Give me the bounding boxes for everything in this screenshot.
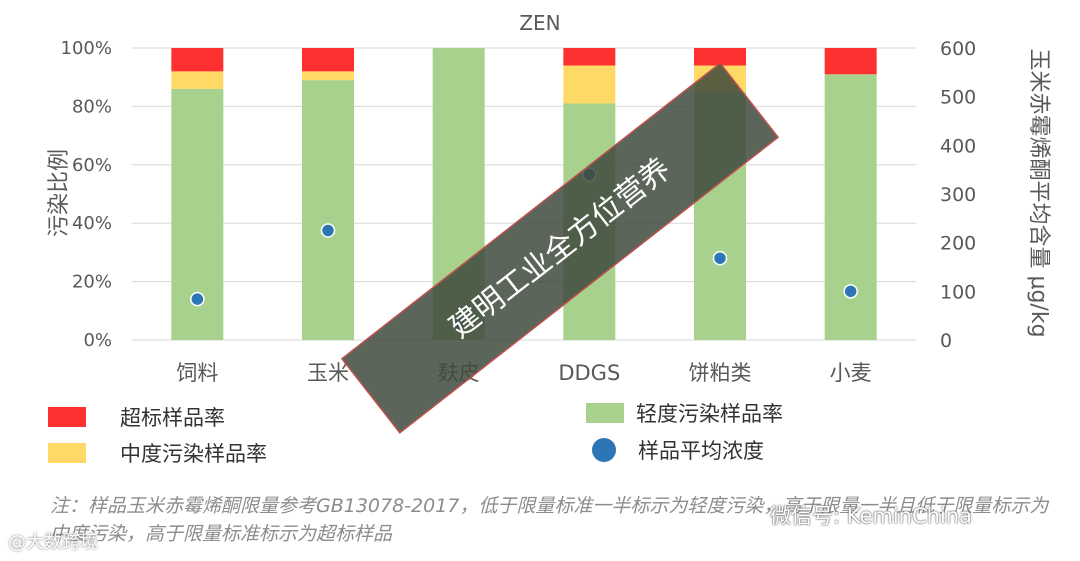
left-axis-ticks: 0% 20% 40% 60% 80% 100% [61, 38, 112, 351]
y2-tick-label: 400 [940, 135, 976, 157]
legend-medium: 中度污染样品率 [48, 438, 267, 468]
y2-tick-label: 300 [940, 184, 976, 206]
category-label: 饼粕类 [689, 361, 752, 385]
legend-avg: 样品平均浓度 [586, 435, 764, 465]
avg-point [190, 291, 205, 307]
bar-segment [302, 48, 354, 72]
bar-segment [563, 48, 616, 66]
bar-segment [171, 48, 224, 72]
category-label: 小麦 [830, 361, 872, 385]
bar-segment [302, 80, 354, 341]
chart-title: ZEN [519, 11, 560, 35]
legend-light: 轻度污染样品率 [586, 398, 783, 428]
y-tick-label: 60% [72, 155, 112, 176]
legend-exceed: 超标样品率 [48, 402, 225, 432]
category-label: 饲料 [176, 361, 218, 385]
bar-segment [302, 71, 354, 81]
bar-series [171, 48, 877, 341]
avg-point [320, 223, 336, 238]
y-tick-label: 0% [83, 330, 112, 351]
bar-segment [171, 71, 224, 89]
y2-tick-label: 100 [940, 281, 976, 303]
category-labels: 饲料玉米麸皮DDGS饼粕类小麦 [176, 361, 871, 385]
wechat-watermark: 微信号: KeminChina [770, 504, 972, 528]
stacked-bar-chart: ZEN 0% 20% 40% 60% 80% 100% 0 100 200 300 400 500 6… [47, 11, 1051, 434]
legend-swatch-yellow [48, 443, 86, 463]
legend-dot-blue [592, 438, 616, 462]
category-label: 玉米 [307, 361, 349, 385]
y2-tick-label: 0 [940, 330, 952, 352]
y-tick-label: 100% [61, 38, 112, 59]
right-axis-title: 玉米赤霉烯酮平均含量 μg/kg [1026, 48, 1051, 337]
bar-segment [824, 74, 877, 340]
y2-tick-label: 500 [940, 87, 976, 109]
bar-segment [694, 48, 746, 66]
bar-segment [563, 65, 616, 104]
footnote: 注：样品玉米赤霉烯酮限量参考GB13078-2017，低于限量标准一半标示为轻度… [50, 495, 1049, 545]
corner-watermark: @大数跨境 [8, 532, 98, 553]
left-axis-title: 污染比例 [47, 149, 72, 237]
legend-avg-label: 样品平均浓度 [638, 439, 764, 463]
y-tick-label: 20% [72, 272, 112, 293]
legend-exceed-label: 超标样品率 [120, 406, 225, 430]
right-axis-ticks: 0 100 200 300 400 500 600 [940, 38, 976, 352]
avg-point [843, 284, 858, 299]
legend-swatch-green [586, 403, 624, 423]
bar-segment [824, 48, 877, 75]
legend-medium-label: 中度污染样品率 [120, 442, 267, 466]
y2-tick-label: 600 [940, 38, 976, 60]
legend-light-label: 轻度污染样品率 [636, 402, 783, 426]
y-tick-label: 80% [72, 96, 112, 117]
y2-tick-label: 200 [940, 233, 976, 255]
avg-point [712, 250, 728, 266]
y-tick-label: 40% [72, 213, 112, 234]
legend-swatch-red [48, 407, 86, 427]
category-label: DDGS [558, 361, 620, 385]
